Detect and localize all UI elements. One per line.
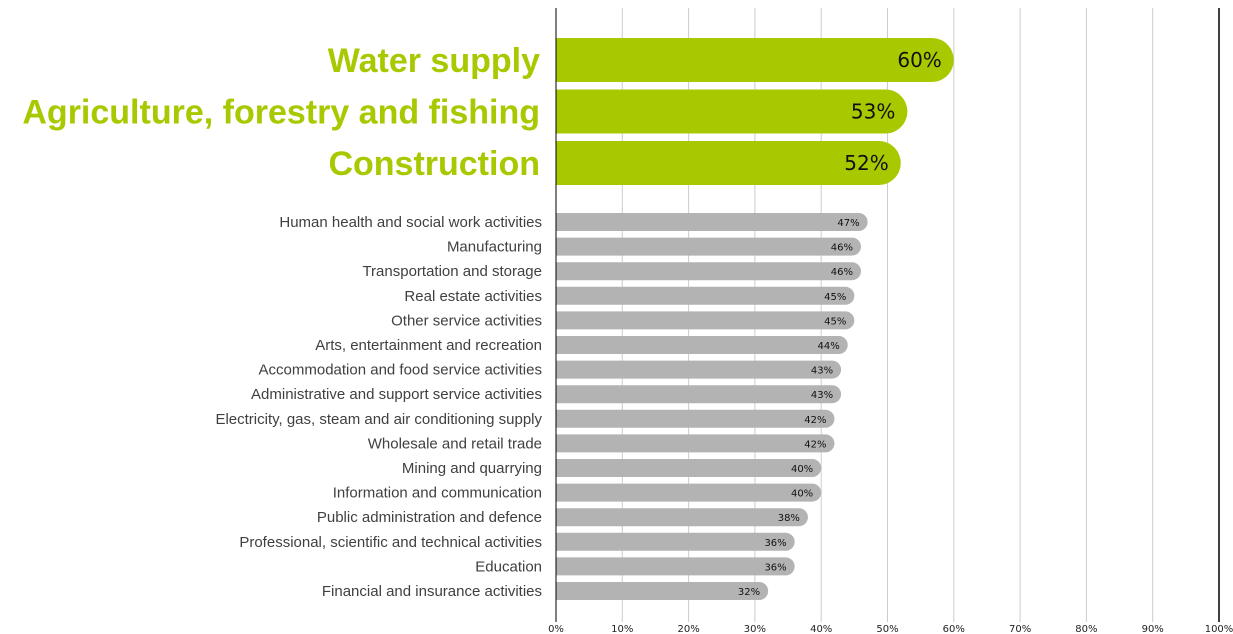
bar bbox=[556, 360, 842, 379]
value-label: 36% bbox=[764, 562, 786, 573]
bar bbox=[556, 336, 848, 354]
category-label: Arts, entertainment and recreation bbox=[315, 337, 542, 354]
bar bbox=[556, 262, 861, 281]
value-label: 38% bbox=[778, 513, 800, 524]
category-label: Professional, scientific and technical a… bbox=[239, 534, 542, 551]
bar bbox=[556, 532, 795, 551]
highlighted-bar bbox=[556, 141, 901, 185]
category-label: Financial and insurance activities bbox=[322, 583, 542, 600]
category-label: Accommodation and food service activitie… bbox=[259, 362, 542, 379]
category-label: Information and communication bbox=[333, 485, 542, 502]
value-label: 47% bbox=[837, 218, 859, 229]
x-tick-label: 100% bbox=[1205, 624, 1233, 634]
bar bbox=[556, 434, 835, 453]
value-label: 43% bbox=[811, 390, 833, 401]
bar bbox=[556, 459, 822, 477]
value-label: 42% bbox=[804, 439, 826, 450]
bar bbox=[556, 582, 769, 600]
highlighted-value-label: 52% bbox=[844, 151, 888, 175]
value-label: 36% bbox=[764, 538, 786, 549]
value-label: 40% bbox=[791, 489, 813, 500]
x-tick-label: 80% bbox=[1075, 624, 1097, 634]
x-tick-label: 90% bbox=[1142, 624, 1164, 634]
value-label: 44% bbox=[817, 341, 839, 352]
value-label: 32% bbox=[738, 587, 760, 598]
category-label: Public administration and defence bbox=[317, 509, 542, 526]
category-label: Mining and quarrying bbox=[402, 460, 542, 477]
category-label: Transportation and storage bbox=[362, 263, 542, 280]
value-label: 45% bbox=[824, 316, 846, 327]
value-label: 46% bbox=[831, 267, 853, 278]
x-tick-label: 70% bbox=[1009, 624, 1031, 634]
value-label: 43% bbox=[811, 366, 833, 377]
highlighted-bars: Water supply 60% Agriculture, forestry and… bbox=[22, 38, 954, 185]
category-label: Administrative and support service activ… bbox=[251, 386, 542, 403]
value-label: 45% bbox=[824, 292, 846, 303]
x-tick-label: 10% bbox=[611, 624, 633, 634]
bar bbox=[556, 237, 861, 256]
highlighted-value-label: 53% bbox=[851, 100, 895, 124]
bar bbox=[556, 311, 855, 330]
category-label: Human health and social work activities bbox=[279, 214, 542, 231]
other-bars: Human health and social work activities 4… bbox=[215, 213, 868, 600]
x-tick-label: 20% bbox=[677, 624, 699, 634]
category-label: Education bbox=[475, 558, 542, 575]
x-tick-label: 50% bbox=[876, 624, 898, 634]
x-axis-ticks: 0% 10% 20% 30% 40% 50% 60% 70% 80% 90% 100% bbox=[548, 624, 1233, 634]
highlighted-value-label: 60% bbox=[897, 48, 941, 72]
x-tick-label: 0% bbox=[548, 624, 564, 634]
x-tick-label: 60% bbox=[943, 624, 965, 634]
bar bbox=[556, 409, 835, 428]
category-label: Real estate activities bbox=[404, 288, 542, 305]
bar bbox=[556, 508, 808, 527]
highlighted-category-label: Agriculture, forestry and fishing bbox=[22, 94, 540, 132]
category-label: Other service activities bbox=[391, 312, 542, 329]
x-tick-label: 30% bbox=[744, 624, 766, 634]
category-label: Wholesale and retail trade bbox=[368, 435, 542, 452]
highlighted-category-label: Water supply bbox=[328, 42, 540, 80]
highlighted-category-label: Construction bbox=[328, 145, 540, 183]
highlighted-bar bbox=[556, 89, 908, 134]
bar bbox=[556, 213, 868, 231]
value-label: 46% bbox=[831, 243, 853, 254]
category-label: Manufacturing bbox=[447, 239, 542, 256]
value-label: 40% bbox=[791, 464, 813, 475]
highlighted-bar bbox=[556, 38, 954, 82]
bar bbox=[556, 286, 855, 305]
category-label: Electricity, gas, steam and air conditio… bbox=[215, 411, 542, 428]
x-tick-label: 40% bbox=[810, 624, 832, 634]
bar bbox=[556, 557, 795, 576]
value-label: 42% bbox=[804, 415, 826, 426]
bar bbox=[556, 385, 842, 404]
bar bbox=[556, 483, 822, 502]
